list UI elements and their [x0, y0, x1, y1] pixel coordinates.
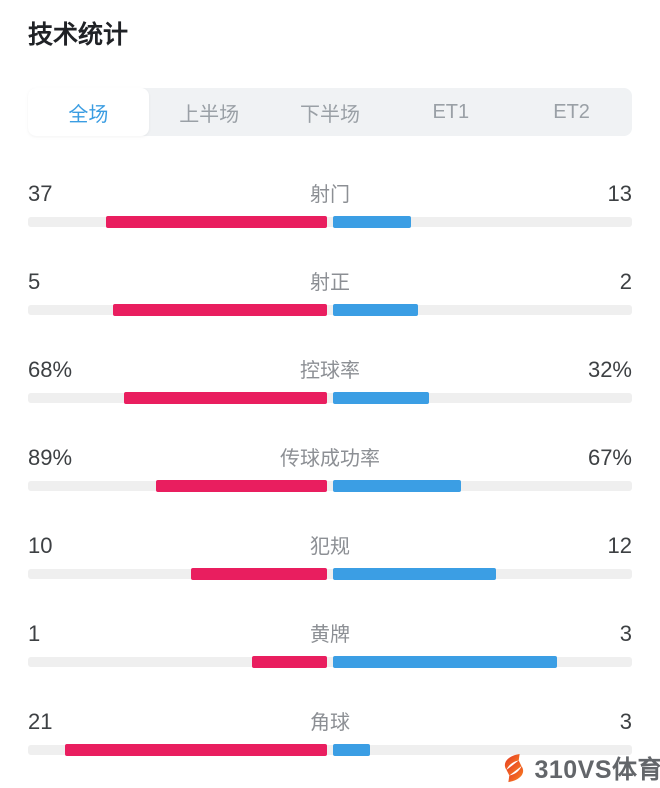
- stat-label: 控球率: [300, 360, 360, 382]
- watermark: 310VS体育: [499, 750, 660, 786]
- stat-bar: [28, 216, 632, 228]
- away-bar: [333, 480, 462, 492]
- bar-track: [28, 217, 632, 227]
- away-bar: [333, 392, 429, 404]
- period-tabs: 全场 上半场 下半场 ET1 ET2: [28, 88, 632, 136]
- stat-row-yellow-cards: 1 黄牌 3: [28, 618, 632, 668]
- stat-label: 传球成功率: [280, 448, 380, 470]
- away-value: 3: [619, 621, 632, 646]
- tab-first-half[interactable]: 上半场: [179, 103, 240, 126]
- stat-label: 射正: [310, 272, 350, 294]
- stat-row-possession: 68% 控球率 32%: [28, 354, 632, 404]
- home-value: 5: [28, 269, 41, 294]
- stat-row-shots-on-target: 5 射正 2: [28, 266, 632, 316]
- home-value: 89%: [28, 445, 73, 470]
- away-value: 12: [607, 533, 632, 558]
- stat-row-fouls: 10 犯规 12: [28, 530, 632, 580]
- home-bar: [113, 304, 327, 316]
- bar-track: [28, 481, 632, 491]
- home-bar: [65, 744, 327, 756]
- stat-text: 68% 控球率 32%: [28, 354, 632, 382]
- tab-full-match[interactable]: 全场: [28, 88, 149, 136]
- tab-second-half[interactable]: 下半场: [299, 103, 360, 126]
- stats-list: 37 射门 13 5 射正 2: [28, 178, 632, 756]
- away-value: 2: [619, 269, 632, 294]
- bar-track: [28, 569, 632, 579]
- stat-text: 1 黄牌 3: [28, 618, 632, 646]
- home-bar: [156, 480, 327, 492]
- stat-bar: [28, 568, 632, 580]
- stat-bar: [28, 392, 632, 404]
- tab-et2[interactable]: ET2: [553, 100, 590, 123]
- home-value: 37: [28, 181, 53, 206]
- away-bar: [333, 744, 371, 756]
- bar-track: [28, 657, 632, 667]
- away-bar: [333, 216, 411, 228]
- home-value: 68%: [28, 357, 73, 382]
- watermark-text: 310VS体育: [534, 756, 660, 784]
- stat-label: 黄牌: [310, 624, 350, 646]
- stat-label: 射门: [310, 184, 350, 206]
- bar-track: [28, 745, 632, 755]
- stat-row-corners: 21 角球 3: [28, 706, 632, 756]
- home-bar: [252, 656, 327, 668]
- stat-row-pass-accuracy: 89% 传球成功率 67%: [28, 442, 632, 492]
- stat-text: 5 射正 2: [28, 266, 632, 294]
- stat-bar: [28, 480, 632, 492]
- away-value: 32%: [587, 357, 632, 382]
- home-value: 1: [28, 621, 41, 646]
- stat-label: 犯规: [310, 536, 350, 558]
- page-title: 技术统计: [28, 21, 129, 49]
- bar-track: [28, 305, 632, 315]
- stat-text: 37 射门 13: [28, 178, 632, 206]
- away-bar: [333, 568, 497, 580]
- 310vs-lightning-icon: [505, 753, 524, 783]
- stat-text: 89% 传球成功率 67%: [28, 442, 632, 470]
- stat-bar: [28, 304, 632, 316]
- stat-text: 21 角球 3: [28, 706, 632, 734]
- away-value: 67%: [587, 445, 632, 470]
- stat-text: 10 犯规 12: [28, 530, 632, 558]
- tab-et1[interactable]: ET1: [432, 100, 470, 123]
- stat-bar: [28, 744, 632, 756]
- stat-label: 角球: [310, 712, 350, 734]
- stat-bar: [28, 656, 632, 668]
- bar-track: [28, 393, 632, 403]
- home-bar: [123, 392, 327, 404]
- away-bar: [333, 656, 558, 668]
- away-value: 3: [619, 709, 632, 734]
- away-bar: [333, 304, 419, 316]
- away-value: 13: [607, 181, 632, 206]
- home-bar: [105, 216, 327, 228]
- home-value: 10: [28, 533, 53, 558]
- home-bar: [191, 568, 327, 580]
- stat-row-shots: 37 射门 13: [28, 178, 632, 228]
- home-value: 21: [28, 709, 53, 734]
